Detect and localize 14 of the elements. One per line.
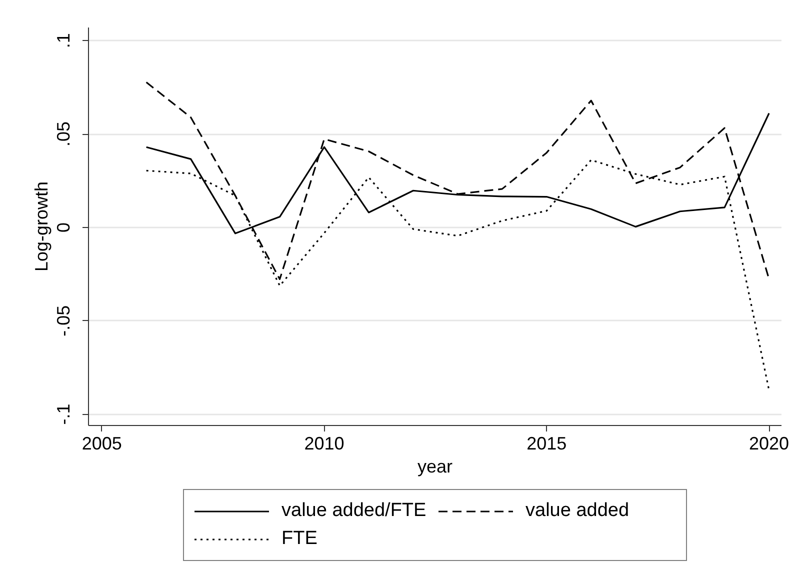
y-axis-title: Log-growth — [32, 181, 52, 272]
x-tick-label: 2020 — [749, 434, 790, 454]
y-tick-label: .05 — [54, 121, 74, 147]
legend-label: value added/FTE — [282, 500, 428, 522]
x-axis-title: year — [417, 456, 453, 476]
y-tick-label: 0 — [54, 222, 74, 232]
legend-label: value added — [526, 500, 630, 522]
y-tick-label: -.05 — [54, 305, 74, 336]
x-tick-label: 2005 — [82, 434, 122, 454]
x-tick-label: 2010 — [304, 434, 344, 454]
x-tick-label: 2015 — [526, 434, 567, 454]
y-tick-label: -.1 — [54, 404, 74, 425]
y-tick-label: .1 — [54, 33, 74, 48]
legend-label: FTE — [282, 528, 318, 550]
